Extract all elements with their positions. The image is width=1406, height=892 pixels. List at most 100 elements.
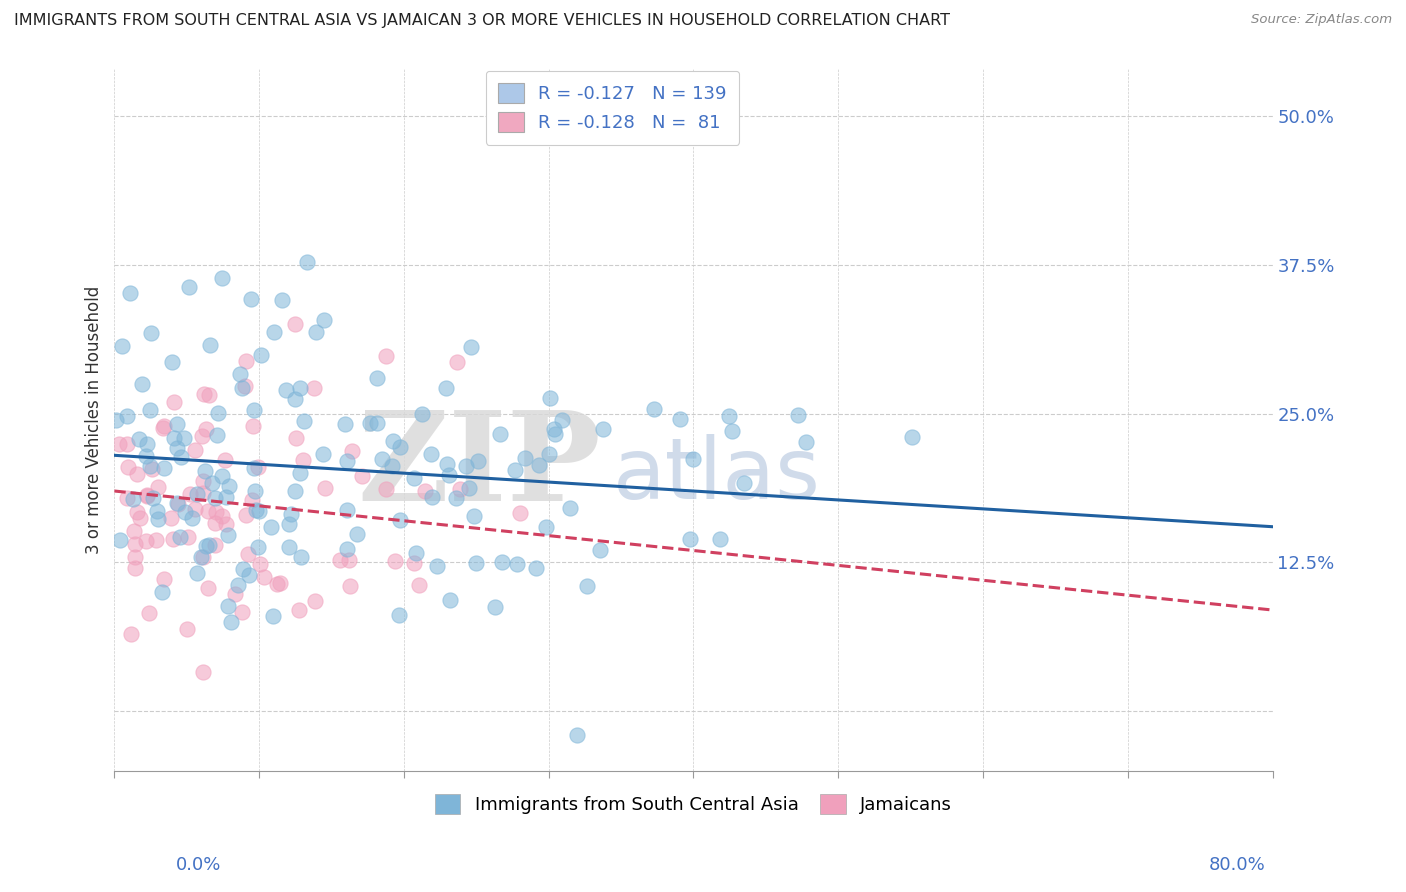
Point [105,412,128,426]
Point [153,418,176,433]
Point [250,348,273,362]
Point [312,313,335,327]
Point [224,587,246,601]
Point [384,553,406,567]
Point [197,503,219,517]
Point [204,538,226,552]
Point [204,505,226,519]
Point [183,502,205,516]
Point [231,605,253,619]
Point [288,380,311,394]
Point [108,436,131,450]
Point [484,600,506,615]
Point [439,593,461,607]
Point [287,603,309,617]
Point [229,367,252,381]
Point [252,570,274,584]
Point [118,285,141,300]
Point [444,491,467,505]
Point [167,497,190,511]
Point [191,475,214,489]
Point [146,504,169,518]
Point [197,538,219,552]
Point [180,511,202,525]
Point [339,579,361,593]
Point [177,530,200,544]
Point [294,414,316,428]
Point [142,491,165,505]
Point [506,557,529,571]
Point [125,505,148,519]
Point [138,606,160,620]
Point [129,511,152,525]
Point [247,540,270,554]
Text: 0.0%: 0.0% [176,856,221,874]
Point [679,532,702,546]
Point [193,486,215,500]
Point [288,467,311,481]
Point [117,459,139,474]
Point [211,508,233,523]
Point [240,293,263,307]
Point [426,558,449,573]
Point [169,530,191,544]
Point [527,458,550,472]
Point [152,420,174,434]
Point [314,481,336,495]
Point [336,503,359,517]
Point [240,492,263,507]
Point [146,512,169,526]
Point [120,627,142,641]
Point [374,483,396,497]
Point [543,421,565,435]
Point [721,424,744,438]
Point [139,458,162,473]
Point [179,279,201,293]
Point [204,516,226,530]
Point [285,431,308,445]
Point [243,461,266,475]
Point [340,444,363,458]
Point [226,578,249,592]
Point [456,458,478,473]
Point [643,401,665,416]
Point [271,293,294,308]
Point [152,460,174,475]
Point [709,532,731,546]
Point [115,409,138,424]
Point [193,387,215,401]
Point [233,379,256,393]
Point [219,615,242,629]
Point [163,395,186,409]
Point [434,381,457,395]
Point [402,556,425,570]
Point [245,503,267,517]
Point [388,440,411,454]
Point [458,482,481,496]
Point [262,608,284,623]
Point [249,557,271,571]
Point [122,491,145,506]
Point [124,560,146,574]
Point [111,338,134,352]
Point [135,534,157,549]
Legend: Immigrants from South Central Asia, Jamaicans: Immigrants from South Central Asia, Jama… [425,783,963,825]
Point [194,464,217,478]
Point [141,462,163,476]
Point [186,566,208,581]
Point [173,505,195,519]
Point [305,325,328,339]
Point [169,450,191,465]
Point [467,454,489,468]
Point [242,418,264,433]
Point [280,507,302,521]
Text: atlas: atlas [613,434,820,516]
Point [388,608,411,623]
Point [247,460,270,475]
Point [278,540,301,554]
Point [380,459,402,474]
Point [284,392,307,406]
Point [204,491,226,506]
Point [366,371,388,385]
Point [292,452,315,467]
